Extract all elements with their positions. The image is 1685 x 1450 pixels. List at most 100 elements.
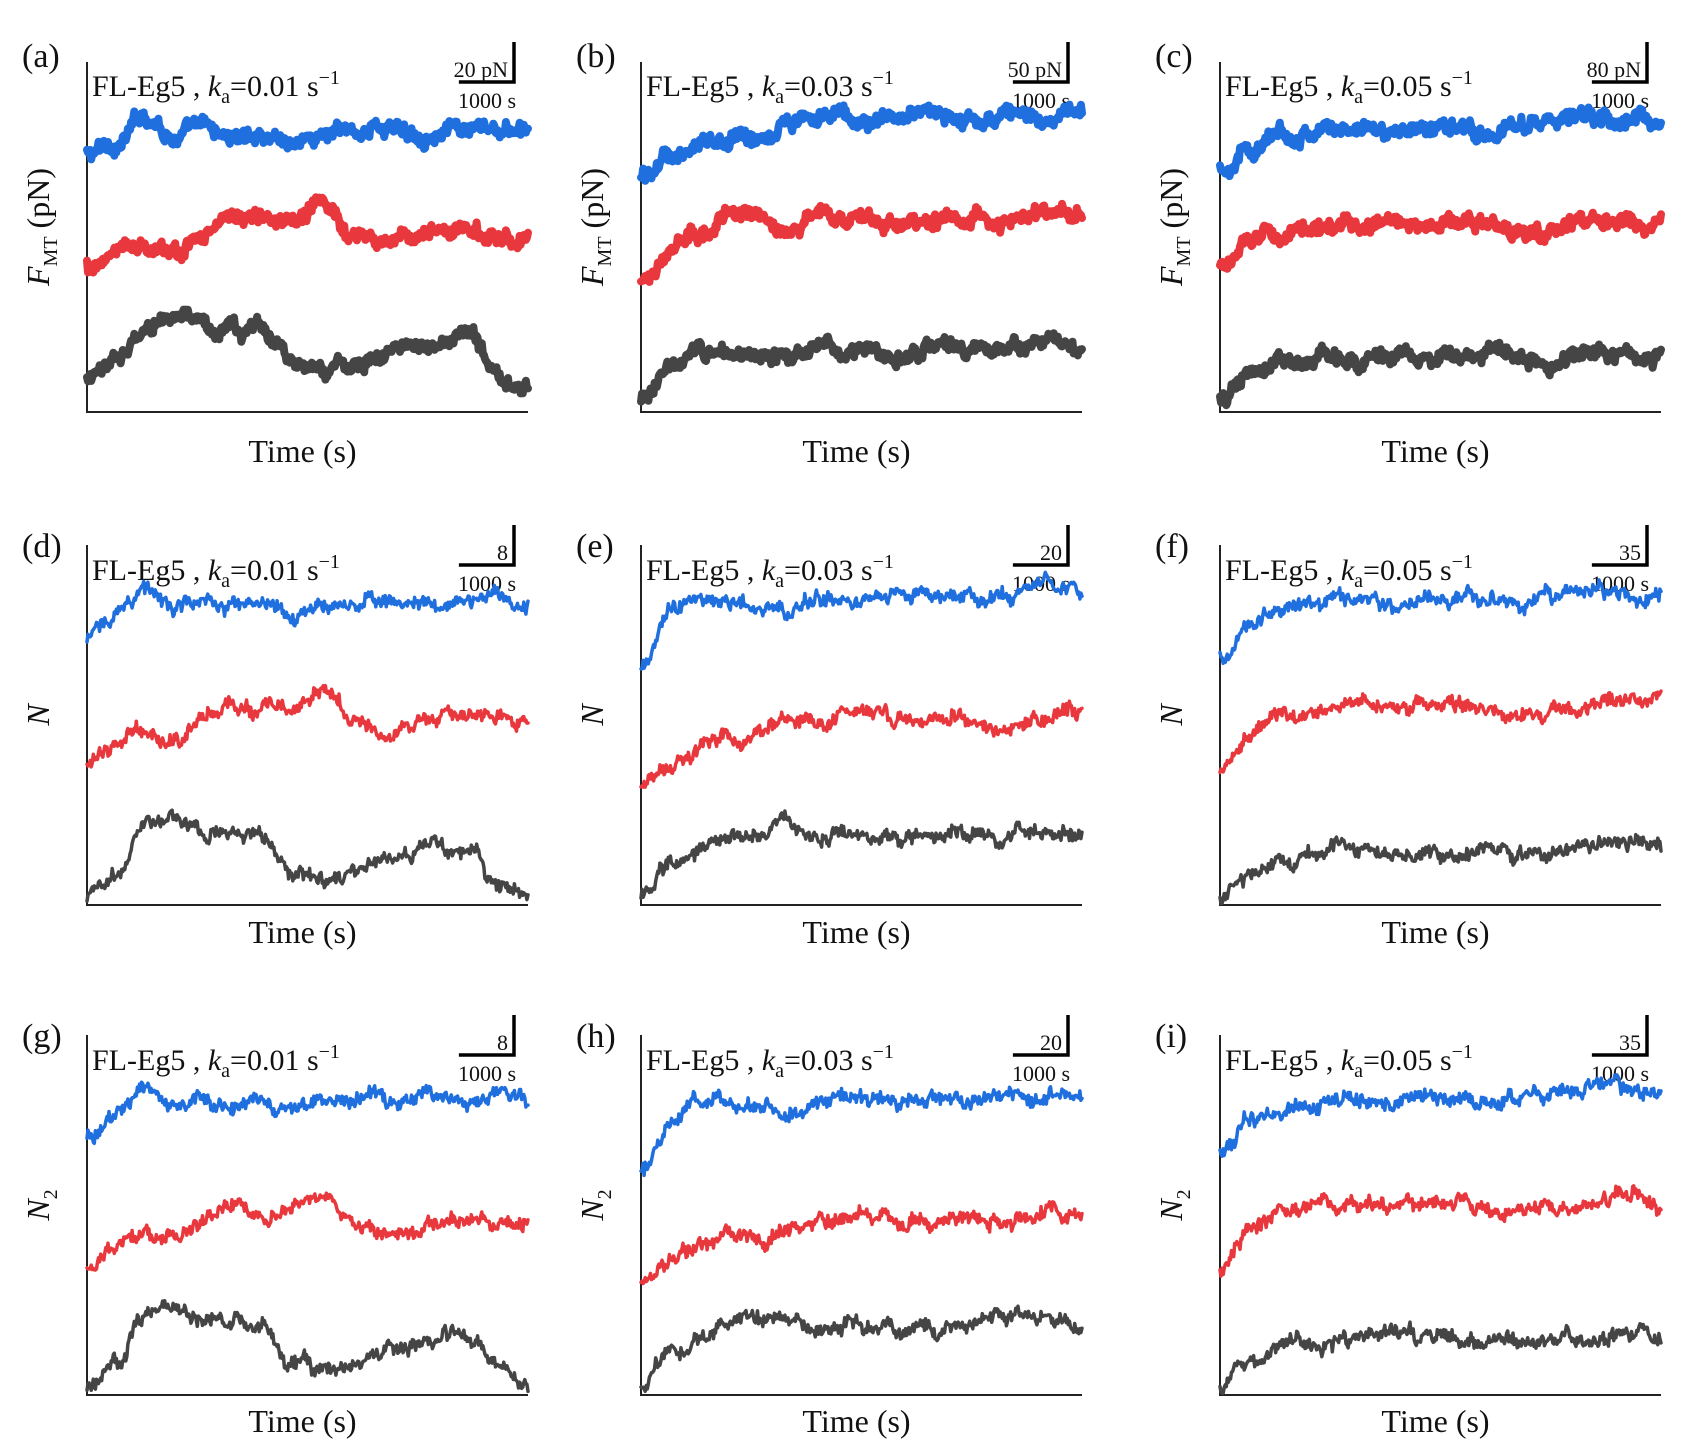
x-axis-label: Time (s)	[248, 914, 356, 950]
series-line-red	[637, 199, 1086, 286]
panel-title: FL-Eg5 , ka=0.05 s−1	[1225, 551, 1473, 592]
scale-bar-x-label: 1000 s	[458, 1061, 516, 1086]
y-axis-label: N	[574, 703, 610, 727]
title-k: k	[762, 70, 776, 103]
title-prefix: FL-Eg5 ,	[646, 554, 762, 587]
panel-h: (h) FL-Eg5 , ka=0.03 s−1 N2 Time (s) 20 1000 …	[574, 1015, 1084, 1439]
series-line-blue	[83, 107, 532, 164]
scale-bar-y-label: 80 pN	[1587, 57, 1642, 82]
scale-bar-x-label: 1000 s	[458, 88, 516, 113]
y-label-subscript: MT	[1173, 236, 1195, 266]
title-k-subscript: a	[221, 1060, 230, 1082]
series-line-red	[85, 1191, 530, 1272]
y-label-symbol: F	[574, 266, 610, 287]
series-line-red	[1216, 208, 1665, 273]
title-prefix: FL-Eg5 ,	[1225, 554, 1341, 587]
panel-title: FL-Eg5 , ka=0.03 s−1	[646, 1041, 894, 1082]
y-label-symbol: N	[574, 703, 610, 727]
panel-g: (g) FL-Eg5 , ka=0.01 s−1 N2 Time (s) 8 1000 s	[20, 1015, 530, 1439]
y-label-subscript: 2	[1173, 1189, 1195, 1199]
series-line-red	[83, 193, 532, 277]
title-value: =0.01 s	[230, 554, 319, 587]
series-line-blue	[85, 579, 530, 644]
panel-title: FL-Eg5 , ka=0.01 s−1	[92, 551, 340, 592]
y-label-symbol: N	[1153, 1198, 1189, 1222]
y-label-subscript: MT	[40, 236, 62, 266]
scale-bar-y-label: 50 pN	[1008, 57, 1063, 82]
title-k-subscript: a	[1354, 570, 1363, 592]
series-line-dark	[1216, 338, 1665, 410]
title-value: =0.05 s	[1363, 1044, 1452, 1077]
title-value: =0.01 s	[230, 70, 319, 103]
y-axis-label: FMT (pN)	[20, 168, 62, 287]
series-line-red	[85, 683, 530, 769]
panel-label: (d)	[22, 528, 62, 565]
scale-bar	[1591, 525, 1649, 567]
y-label-subscript: 2	[40, 1189, 62, 1199]
series-line-dark	[83, 305, 532, 398]
axes-frame	[86, 62, 528, 413]
series-line-dark	[1218, 1320, 1663, 1396]
panel-label: (e)	[576, 528, 614, 565]
panel-title: FL-Eg5 , ka=0.01 s−1	[92, 1041, 340, 1082]
title-exponent: −1	[873, 1041, 894, 1063]
title-k-subscript: a	[775, 570, 784, 592]
y-axis-label: N2	[20, 1189, 62, 1221]
scale-bar-y-label: 8	[497, 540, 508, 565]
y-axis-label: N2	[1153, 1189, 1195, 1221]
x-axis-label: Time (s)	[802, 1403, 910, 1439]
x-axis-label: Time (s)	[1381, 914, 1489, 950]
scale-bar	[1012, 42, 1070, 84]
scale-bar-y-label: 35	[1619, 1030, 1641, 1055]
series-line-dark	[639, 1304, 1084, 1394]
series-line-blue	[85, 1080, 530, 1146]
axes-frame	[1219, 545, 1661, 906]
title-value: =0.05 s	[1363, 70, 1452, 103]
title-exponent: −1	[873, 67, 894, 89]
scale-bar-y-label: 20	[1040, 1030, 1062, 1055]
series-line-blue	[637, 100, 1086, 185]
title-k: k	[208, 554, 222, 587]
y-label-symbol: F	[1153, 266, 1189, 287]
y-label-symbol: N	[1153, 703, 1189, 727]
title-value: =0.01 s	[230, 1044, 319, 1077]
title-prefix: FL-Eg5 ,	[92, 1044, 208, 1077]
y-label-symbol: F	[20, 266, 56, 287]
scale-bar-y-label: 20 pN	[454, 57, 509, 82]
scale-bar	[1591, 1015, 1649, 1057]
title-k-subscript: a	[775, 86, 784, 108]
scale-bar-y-label: 8	[497, 1030, 508, 1055]
title-value: =0.03 s	[784, 70, 873, 103]
scale-bar	[1012, 1015, 1070, 1057]
title-exponent: −1	[873, 551, 894, 573]
title-k: k	[208, 70, 222, 103]
panel-b: (b) FL-Eg5 , ka=0.03 s−1 FMT (pN) Time (s) 5…	[574, 38, 1086, 469]
title-k: k	[1341, 554, 1355, 587]
y-axis-label: FMT (pN)	[574, 168, 616, 287]
panel-label: (i)	[1155, 1018, 1187, 1055]
y-axis-label: FMT (pN)	[1153, 168, 1195, 287]
title-k: k	[762, 1044, 776, 1077]
series-line-dark	[85, 1298, 530, 1394]
series-line-blue	[1218, 1073, 1663, 1158]
title-k-subscript: a	[775, 1060, 784, 1082]
title-prefix: FL-Eg5 ,	[1225, 70, 1341, 103]
title-k: k	[208, 1044, 222, 1077]
title-k: k	[1341, 1044, 1355, 1077]
panel-a: (a) FL-Eg5 , ka=0.01 s−1 FMT (pN) Time (s) 2…	[20, 38, 532, 469]
title-k: k	[1341, 70, 1355, 103]
x-axis-label: Time (s)	[1381, 1403, 1489, 1439]
x-axis-label: Time (s)	[248, 1403, 356, 1439]
title-k-subscript: a	[1354, 86, 1363, 108]
x-axis-label: Time (s)	[1381, 433, 1489, 469]
title-exponent: −1	[1452, 1041, 1473, 1063]
scale-bar	[1012, 525, 1070, 567]
title-prefix: FL-Eg5 ,	[92, 70, 208, 103]
panel-label: (b)	[576, 38, 616, 75]
series-line-dark	[85, 808, 530, 903]
title-prefix: FL-Eg5 ,	[646, 1044, 762, 1077]
panel-title: FL-Eg5 , ka=0.01 s−1	[92, 67, 340, 108]
